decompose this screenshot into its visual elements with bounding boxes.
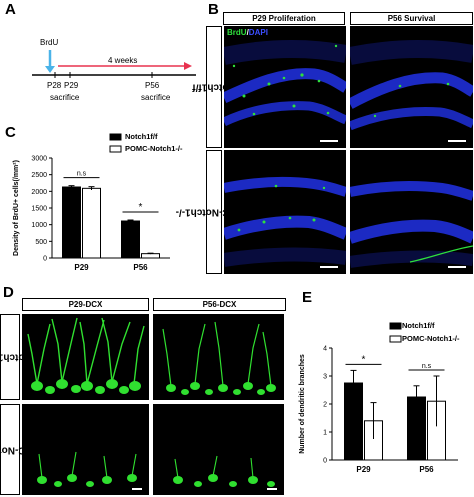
micrograph-b-wt-p29: BrdU/DAPI [224,26,346,148]
duration-label: 4 weeks [108,56,138,65]
chart-c-y-tick-label: 3000 [31,156,47,163]
chart-c-significance-label: * [139,202,143,213]
chart-c-y-tick-label: 1500 [31,206,47,213]
panel-d-header-p56: P56-DCX [153,298,286,311]
micrograph-d-wt-p56 [153,314,284,400]
chart-c-legend-1-label: Notch1f/f [125,132,158,141]
chart-c-legend-2-label: POMC-Notch1-/- [125,144,183,153]
stain-legend: BrdU/DAPI [227,28,268,37]
panel-e-letter: E [302,289,313,306]
micrograph-d-wt-p29 [22,314,149,400]
timepoint-p29: P29 [64,81,79,90]
chart-c-bar-p29-s1 [62,186,81,259]
timepoint-p56: P56 [145,81,160,90]
chart-c-legend-swatch-1 [109,133,122,141]
chart-c-y-tick-label: 2500 [31,172,47,179]
chart-e-y-tick-label: 0 [323,458,327,465]
chart-c-y-label: Density of BrdU+ cells(/mm²) [13,160,20,256]
chart-c-bar-p29-s2 [82,187,101,259]
chart-e: 0 1 2 3 4 Number of dendritic branches P29 * P56… [299,322,458,474]
scale-bar [320,266,338,268]
scale-bar [320,140,338,142]
micrograph-b-ko-p56 [350,150,473,274]
chart-c-y-tick-label: 0 [43,256,47,263]
chart-c-bar-p56-s1 [121,220,140,259]
chart-e-x-tick-label: P56 [419,465,434,474]
scale-bar [132,488,142,490]
chart-c-y-tick-label: 1000 [31,222,47,229]
chart-e-y-label: Number of dendritic branches [299,354,306,454]
duration-arrowhead [184,62,192,70]
chart-c-significance-label: n.s [77,171,87,178]
chart-c-y-tick-label: 2000 [31,189,47,196]
micrograph-d-ko-p29 [22,404,149,495]
sacrifice-label-p29: sacrifice [50,93,80,102]
scale-bar [267,488,277,490]
panel-a-timeline [32,50,196,78]
panel-b-header-p29: P29 Proliferation [223,12,345,25]
chart-e-y-tick-label: 2 [323,402,327,409]
panel-b-header-p56: P56 Survival [350,12,473,25]
chart-c: 0 500 1000 1500 2000 2500 3000 Density of BrdU+… [13,133,170,272]
chart-e-bar-p29-s1 [344,382,363,461]
chart-e-x-tick-label: P29 [356,465,371,474]
chart-e-y-tick-label: 4 [323,346,327,353]
panel-d-header-p29: P29-DCX [22,298,149,311]
panel-d-rowlabel-ko: POMC-Notch1-/- [0,404,48,495]
chart-e-significance-label: * [362,354,366,365]
chart-e-bar-p56-s1 [407,396,426,461]
injection-arrowhead [45,66,55,73]
panel-a-letter: A [5,1,16,18]
chart-c-x-tick-label: P29 [74,263,89,272]
injection-label: BrdU [40,38,59,47]
chart-c-x-tick-label: P56 [133,263,148,272]
panel-b-rowlabel-ko: POMC-Notch1-/- [176,150,252,274]
chart-e-significance-label: n.s [422,363,432,370]
panel-b-letter: B [208,1,219,18]
panel-b-rowlabel-wt: Notch1f/f [192,26,236,148]
chart-c-bar-p56-s2 [141,253,160,259]
scale-bar [448,266,466,268]
chart-e-legend-1-label: Notch1f/f [402,321,435,330]
chart-e-legend-swatch-1 [389,322,402,330]
chart-c-legend-swatch-2 [109,145,122,153]
micrograph-b-wt-p56 [350,26,473,148]
sacrifice-label-p56: sacrifice [141,93,171,102]
panel-d-letter: D [3,284,14,301]
panel-c-letter: C [5,124,16,141]
micrograph-d-ko-p56 [153,404,284,495]
timepoint-p28: P28 [47,81,62,90]
chart-e-legend-2-label: POMC-Notch1-/- [402,334,460,343]
chart-e-y-tick-label: 1 [323,430,327,437]
scale-bar [448,140,466,142]
chart-e-legend-swatch-2 [389,335,402,343]
chart-e-y-tick-label: 3 [323,374,327,381]
panel-d-rowlabel-wt: Notch1f/f [0,314,32,400]
chart-c-y-tick-label: 500 [35,239,47,246]
micrograph-b-ko-p29 [224,150,346,274]
